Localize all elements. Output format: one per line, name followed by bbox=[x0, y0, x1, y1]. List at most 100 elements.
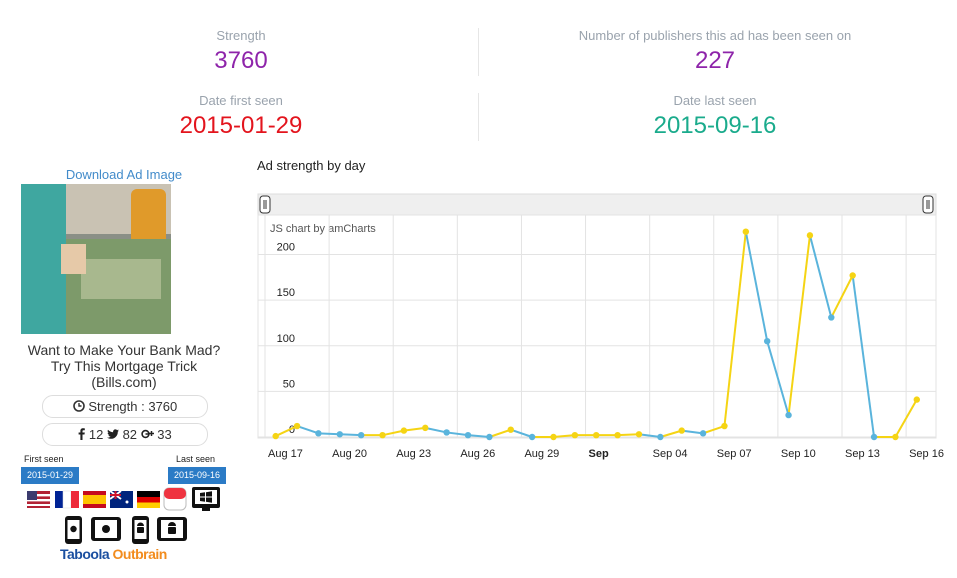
line-segment bbox=[553, 434, 575, 438]
line-segment bbox=[446, 431, 469, 437]
ad-title: Want to Make Your Bank Mad? Try This Mor… bbox=[14, 342, 234, 390]
flag-fr bbox=[55, 490, 79, 509]
y-tick-label: 50 bbox=[283, 378, 295, 390]
line-segment bbox=[723, 231, 747, 427]
data-point bbox=[528, 433, 536, 441]
line-segment bbox=[403, 426, 426, 432]
data-point bbox=[635, 431, 643, 438]
flag-es bbox=[83, 491, 106, 508]
line-segment bbox=[851, 275, 876, 438]
x-tick-label: Aug 20 bbox=[332, 448, 367, 460]
data-point bbox=[870, 433, 878, 441]
network-logo: Outbrain bbox=[112, 546, 168, 562]
twitter-icon bbox=[106, 429, 119, 439]
data-point bbox=[849, 272, 856, 279]
ad-image bbox=[21, 184, 171, 334]
line-segment bbox=[744, 231, 769, 342]
x-tick-label: Sep 07 bbox=[717, 448, 752, 460]
device-phone-android bbox=[132, 516, 149, 544]
x-tick-label: Aug 26 bbox=[460, 448, 495, 460]
line-segment bbox=[617, 433, 640, 437]
data-point bbox=[593, 431, 600, 439]
separator bbox=[478, 93, 479, 141]
line-segment bbox=[894, 399, 918, 438]
stat-value: 2015-01-29 bbox=[179, 112, 303, 139]
device-tablet-ios-wide bbox=[91, 517, 121, 541]
download-link[interactable]: Download Ad Image bbox=[65, 167, 183, 182]
data-point bbox=[464, 431, 472, 439]
data-point bbox=[443, 429, 450, 436]
network-logos: Taboola Outbrain bbox=[60, 546, 167, 562]
last-seen-badge: 2015-09-16 bbox=[168, 467, 226, 484]
y-tick-label: 150 bbox=[277, 287, 295, 299]
device-tablet-android bbox=[157, 517, 187, 541]
flag-us bbox=[27, 491, 50, 508]
line-segment bbox=[339, 433, 362, 437]
data-point bbox=[422, 424, 429, 432]
line-segment bbox=[766, 340, 790, 416]
y-tick-label: 100 bbox=[277, 333, 295, 345]
social-pill: 12 82 33 bbox=[42, 423, 208, 446]
scrollbar[interactable] bbox=[257, 193, 937, 216]
line-segment bbox=[510, 428, 533, 438]
data-point bbox=[614, 431, 621, 439]
google-plus-count: 33 bbox=[157, 427, 172, 442]
data-point bbox=[507, 426, 514, 433]
line-segment bbox=[489, 428, 512, 438]
y-tick-label: 0 bbox=[289, 424, 295, 436]
stat-label: Date last seen bbox=[673, 93, 757, 108]
chart-credit: JS chart by amCharts bbox=[270, 223, 376, 235]
x-tick-label: Aug 23 bbox=[396, 448, 431, 460]
data-point bbox=[550, 433, 557, 441]
data-point bbox=[806, 232, 814, 239]
first-seen-label: First seen bbox=[24, 454, 64, 464]
device-tablet-ios bbox=[65, 516, 82, 544]
line-segment bbox=[275, 425, 298, 437]
plot-frame bbox=[257, 214, 937, 439]
facebook-icon bbox=[78, 428, 86, 440]
line-segment bbox=[382, 429, 405, 437]
ad-title-line: Try This Mortgage Trick bbox=[50, 358, 198, 374]
data-point bbox=[892, 433, 899, 441]
data-point bbox=[721, 422, 728, 430]
x-tick-label: Sep 16 bbox=[909, 448, 944, 460]
data-point bbox=[699, 430, 707, 437]
data-point bbox=[763, 337, 771, 345]
line-segment bbox=[425, 426, 447, 434]
data-point bbox=[678, 427, 685, 434]
x-tick-label: Aug 17 bbox=[268, 448, 303, 460]
line-segment bbox=[787, 235, 811, 416]
network-logo: Taboola bbox=[60, 546, 110, 562]
line-segment bbox=[660, 429, 683, 438]
data-point bbox=[357, 431, 365, 439]
data-point bbox=[293, 422, 301, 430]
data-point bbox=[828, 314, 835, 321]
ad-title-line: Want to Make Your Bank Mad? bbox=[27, 342, 221, 358]
stat-label: Strength bbox=[216, 28, 266, 43]
data-point bbox=[913, 396, 920, 403]
line-segment bbox=[702, 425, 725, 435]
stat-value: 2015-09-16 bbox=[653, 112, 777, 139]
data-point bbox=[785, 411, 792, 419]
flag-sg bbox=[163, 487, 187, 511]
data-point bbox=[315, 430, 322, 437]
data-point bbox=[486, 433, 493, 441]
clock-icon bbox=[72, 400, 85, 412]
google-plus-icon bbox=[140, 429, 154, 439]
line-segment bbox=[808, 235, 833, 318]
stat-value: 3760 bbox=[214, 47, 268, 74]
flag-de bbox=[137, 491, 160, 508]
twitter-count: 82 bbox=[122, 427, 138, 442]
data-point bbox=[400, 427, 408, 434]
strength-text: Strength : 3760 bbox=[88, 399, 178, 414]
y-tick-label: 200 bbox=[277, 242, 295, 254]
data-point bbox=[571, 431, 579, 439]
x-tick-label: Sep 04 bbox=[653, 448, 688, 460]
stat-label: Number of publishers this ad has been se… bbox=[578, 28, 852, 43]
desktop-icon bbox=[192, 487, 220, 511]
line-segment bbox=[830, 275, 854, 318]
targeting-icons bbox=[27, 487, 220, 544]
x-tick-label: Aug 29 bbox=[524, 448, 559, 460]
